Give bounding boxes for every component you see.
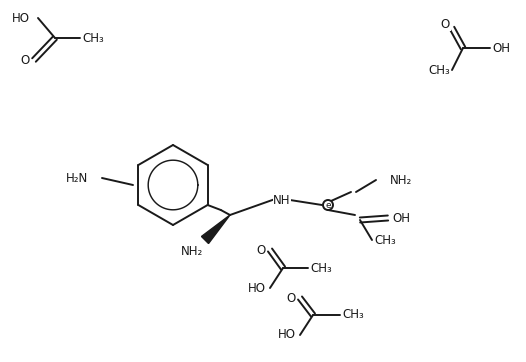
Text: O: O <box>21 54 30 67</box>
Text: NH₂: NH₂ <box>390 173 412 186</box>
Text: e: e <box>325 201 331 210</box>
Text: CH₃: CH₃ <box>428 63 450 76</box>
Circle shape <box>323 200 333 210</box>
Text: HO: HO <box>12 12 30 25</box>
Text: CH₃: CH₃ <box>342 308 364 321</box>
Polygon shape <box>201 215 230 244</box>
Text: NH: NH <box>273 194 291 206</box>
Text: O: O <box>441 17 450 30</box>
Text: CH₃: CH₃ <box>374 233 396 247</box>
Text: O: O <box>257 244 266 257</box>
Text: OH: OH <box>492 42 510 55</box>
Text: CH₃: CH₃ <box>82 31 104 45</box>
Text: H₂N: H₂N <box>66 172 88 185</box>
Text: NH₂: NH₂ <box>181 245 203 258</box>
Text: CH₃: CH₃ <box>310 261 332 274</box>
Text: HO: HO <box>278 328 296 341</box>
Text: OH: OH <box>392 211 410 224</box>
Text: O: O <box>287 291 296 304</box>
Text: HO: HO <box>248 282 266 295</box>
